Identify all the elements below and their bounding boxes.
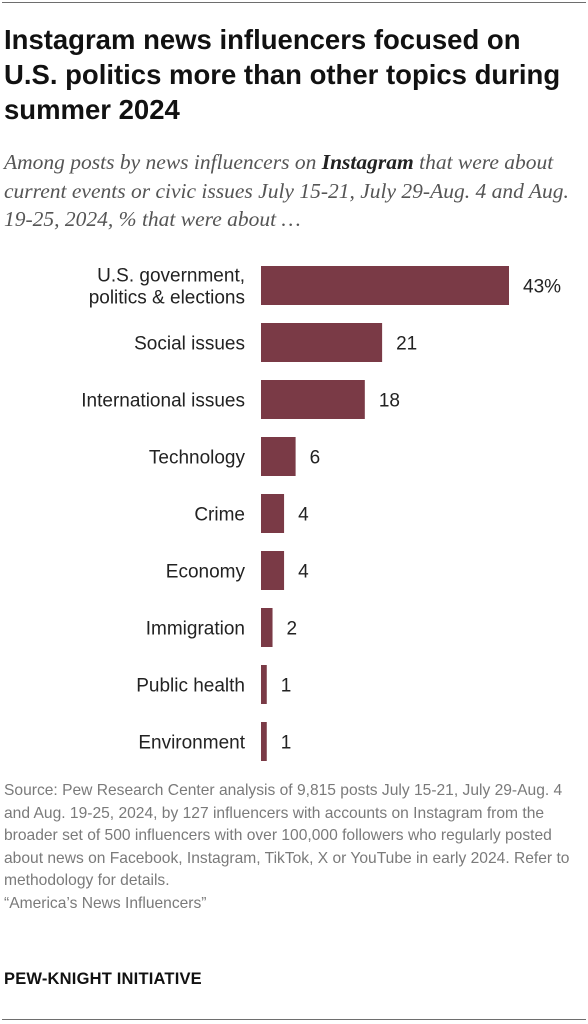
category-label-line: Social issues: [134, 334, 245, 355]
value-label-0: 43%: [523, 277, 561, 298]
value-label-3: 6: [310, 448, 321, 469]
chart-subtitle: Among posts by news influencers on Insta…: [4, 148, 584, 234]
source-text: Source: Pew Research Center analysis of …: [4, 782, 570, 890]
top-rule: [2, 2, 586, 3]
category-label-line: Immigration: [146, 619, 245, 640]
subtitle-platform: Instagram: [321, 150, 414, 174]
bar-1: [261, 323, 383, 362]
bar-3: [261, 437, 296, 476]
subtitle-text-end: that were about current events or civic …: [4, 150, 569, 231]
category-label-3: Technology: [149, 448, 246, 469]
bar-0: [261, 266, 509, 305]
chart-title: Instagram news influencers focused on U.…: [4, 24, 561, 125]
source-note: Source: Pew Research Center analysis of …: [4, 780, 586, 916]
bar-8: [261, 722, 267, 761]
category-label-6: Immigration: [146, 619, 245, 640]
value-label-2: 18: [379, 391, 400, 412]
category-label-line: politics & elections: [89, 288, 245, 309]
category-label-line: Public health: [136, 676, 245, 697]
category-label-1: Social issues: [134, 334, 245, 355]
category-label-7: Public health: [136, 676, 245, 697]
value-label-6: 2: [287, 619, 298, 640]
category-label-2: International issues: [81, 391, 245, 412]
category-label-line: Crime: [194, 505, 245, 526]
category-label-line: International issues: [81, 391, 245, 412]
subtitle-text-start: Among posts by news influencers on: [4, 150, 322, 174]
value-label-7: 1: [281, 676, 292, 697]
category-label-4: Crime: [194, 505, 245, 526]
bar-4: [261, 494, 285, 533]
report-title: “America’s News Influencers”: [4, 894, 207, 912]
category-label-line: Environment: [138, 733, 245, 754]
bar-2: [261, 380, 365, 419]
bar-6: [261, 608, 273, 647]
value-label-1: 21: [396, 334, 417, 355]
bar-chart: 43% U.S. government, politics & elections 2…: [81, 266, 561, 761]
brand-logo-text: PEW-KNIGHT INITIATIVE: [4, 970, 202, 988]
category-label-line: U.S. government,: [97, 266, 245, 287]
category-label-5: Economy: [166, 562, 246, 583]
bar-5: [261, 551, 285, 590]
category-label-0: U.S. government, politics & elections: [89, 266, 245, 309]
bar-7: [261, 665, 267, 704]
category-label-line: Economy: [166, 562, 246, 583]
value-label-5: 4: [298, 562, 309, 583]
bottom-rule: [2, 1019, 586, 1020]
value-label-8: 1: [281, 733, 292, 754]
category-label-8: Environment: [138, 733, 245, 754]
category-label-line: Technology: [149, 448, 246, 469]
value-label-4: 4: [298, 505, 309, 526]
